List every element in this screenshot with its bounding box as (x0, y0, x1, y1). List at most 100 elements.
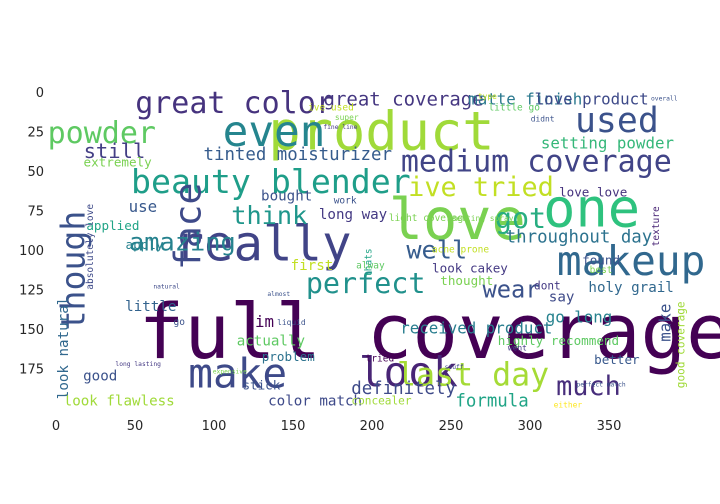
word-color-match: color match (268, 394, 362, 410)
word-good: good (83, 368, 117, 384)
x-axis-ticks: 0 50 100 150 200 250 300 350 (52, 419, 622, 434)
word-little: little (125, 299, 176, 315)
word-got: got (495, 202, 546, 235)
word-one: one (543, 177, 640, 240)
y-tick-label: 100 (19, 244, 44, 259)
word-throughout-day: throughout day (506, 227, 653, 247)
word-found: found (582, 253, 620, 268)
word-look-flawless: look flawless (64, 394, 175, 410)
word-stick: stick (242, 377, 280, 392)
word-wear: wear (483, 276, 540, 304)
word-tried: tried (366, 354, 395, 365)
word-stuff: stuff (445, 364, 464, 371)
word-almost: almost (267, 291, 290, 298)
word-ive-used: ive used (308, 102, 354, 113)
word-say: say (549, 289, 575, 305)
word-love-love: love love (559, 185, 627, 200)
word-texture: texture (651, 206, 662, 246)
word-apply: apply (126, 237, 164, 252)
word-great-color: great color (135, 86, 334, 121)
word-acne-prone: acne prone (432, 245, 489, 256)
word-applied: applied (86, 218, 139, 233)
word-setting-powder: setting powder (541, 134, 674, 153)
word-well: well (406, 236, 467, 265)
word-amazing: amazing (129, 228, 236, 257)
y-tick-label: 25 (27, 126, 44, 141)
word-im: im (255, 312, 274, 331)
word-face: face (166, 183, 209, 270)
word-powder: powder (48, 116, 156, 151)
word-beauty-blender: beauty blender (131, 162, 411, 201)
word-great-coverage: great coverage (324, 88, 484, 110)
word-look: look (359, 348, 458, 396)
x-tick-label: 350 (597, 419, 622, 434)
word-received-product: received product (400, 319, 552, 338)
word-either: either (554, 400, 583, 409)
word-went: went (508, 343, 527, 352)
word-overall: overall (651, 95, 678, 102)
word-expensive: expensive (213, 369, 247, 376)
word-though: though (53, 211, 92, 331)
word-long-lasting: long lasting (115, 361, 161, 368)
word-full-coverage: full coverage (139, 288, 720, 376)
x-tick-label: 300 (518, 419, 543, 434)
word-problem: problem (262, 349, 315, 364)
word-liquid: liquid (277, 318, 306, 327)
y-tick-label: 75 (27, 205, 44, 220)
word-last-day: last day (397, 357, 549, 393)
word-thought: thought (440, 273, 493, 288)
word-makeup: makeup (557, 237, 705, 285)
word-didnt: didnt (531, 114, 555, 123)
axes-background (56, 92, 688, 408)
y-tick-label: 175 (19, 363, 44, 378)
word-look-cakey: look cakey (432, 260, 508, 275)
word-actually: actually (237, 334, 305, 350)
word-extremely: extremely (83, 155, 152, 170)
word-good-coverage: good coverage (675, 301, 688, 388)
x-tick-label: 200 (360, 419, 385, 434)
word-setting-spray: setting spray (452, 214, 514, 223)
word-thats: thats (363, 248, 374, 277)
word-love-product: love product (535, 89, 649, 108)
word-use: use (129, 197, 158, 216)
word-still: still (84, 139, 146, 163)
y-tick-label: 50 (27, 165, 44, 180)
x-tick-label: 50 (127, 419, 144, 434)
word-love: love (389, 187, 526, 253)
word-highly-recommend: highly recommend (498, 333, 619, 348)
x-tick-label: 150 (281, 419, 306, 434)
word-tinted-moisturizer: tinted moisturizer (204, 145, 392, 165)
word-perfect: perfect (306, 267, 426, 300)
word-better: better (594, 352, 640, 367)
word-holy-grail: holy grail (588, 280, 673, 296)
y-axis-ticks: 0 25 50 75 100 125 150 175 (19, 86, 44, 378)
word-concealer: concealer (351, 395, 411, 408)
word-work: work (334, 196, 357, 207)
word-first: first (291, 258, 334, 274)
word-medium-coverage: medium coverage (401, 145, 672, 180)
word-think: think (231, 201, 307, 230)
word-look-natural: look natural (56, 297, 72, 400)
word-fine-line: fine line (323, 124, 357, 131)
word-matte-finish: matte finish (468, 89, 582, 108)
word-type: type (478, 92, 497, 101)
word-long-way: long way (319, 207, 387, 223)
word-much: much (556, 371, 621, 402)
word-formula: formula (455, 392, 528, 412)
y-tick-label: 150 (19, 323, 44, 338)
word-alway: alway (356, 260, 385, 271)
y-tick-label: 125 (19, 284, 44, 299)
word-absolutely-love: absolutely love (85, 204, 96, 290)
word-dont: dont (534, 279, 561, 292)
y-tick-label: 0 (36, 86, 44, 101)
x-tick-label: 100 (202, 419, 227, 434)
word-best: best (590, 265, 613, 276)
word-product: product (268, 99, 494, 162)
word-go: go (174, 317, 186, 328)
word-perfect-match: perfect match (576, 381, 625, 388)
word-make: make (655, 304, 674, 342)
word-ive-tried: ive tried (408, 172, 554, 203)
